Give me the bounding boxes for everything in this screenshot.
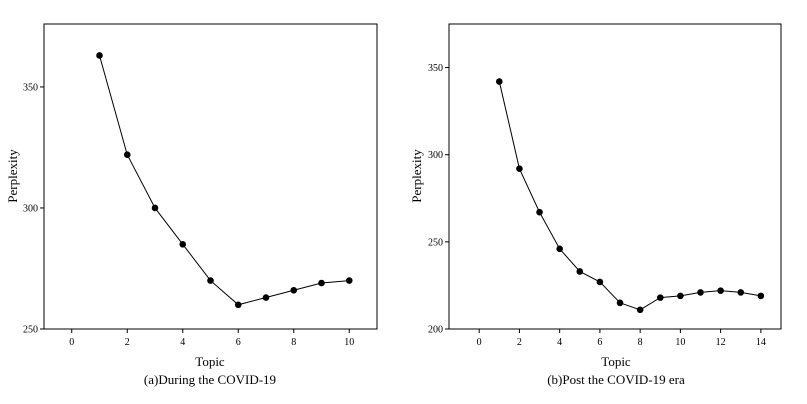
data-point-b (536, 208, 543, 216)
data-point-a (96, 52, 103, 59)
x-tick-label-a: 2 (125, 337, 130, 348)
data-point-b (556, 245, 563, 253)
data-point-b (677, 292, 684, 300)
x-tick-label-b: 12 (716, 337, 726, 348)
x-tick-label-b: 8 (638, 337, 643, 348)
series-line-b (498, 81, 761, 311)
y-tick-label-b: 350 (428, 63, 443, 74)
plot-frame-b (448, 23, 782, 330)
x-tick-label-a: 4 (180, 337, 185, 348)
x-axis-title-b: Topic (601, 354, 631, 369)
x-tick-label-b: 6 (597, 337, 602, 348)
data-point-b (656, 294, 664, 301)
data-point-a (262, 294, 270, 301)
y-tick-label-b: 200 (428, 325, 443, 336)
caption-b: (b)Post the COVID-19 era (547, 372, 685, 387)
y-tick-label-b: 300 (428, 150, 443, 161)
data-point-b (737, 289, 745, 296)
data-point-a (151, 204, 159, 212)
x-tick-label-b: 2 (517, 337, 522, 348)
y-axis-title-b: Perplexity (409, 149, 424, 203)
data-point-a (179, 240, 187, 248)
y-tick-label-a: 300 (23, 203, 38, 214)
plot-frame-a (43, 23, 378, 330)
data-point-a (207, 277, 214, 284)
series-line-a (99, 55, 350, 306)
x-tick-label-a: 10 (344, 337, 354, 348)
caption-a: (a)During the COVID-19 (144, 372, 276, 387)
y-tick-label-a: 250 (23, 325, 38, 336)
x-axis-title-a: Topic (195, 354, 225, 369)
data-point-a (290, 286, 298, 294)
x-tick-label-a: 8 (291, 337, 296, 348)
data-point-b (757, 292, 765, 300)
x-tick-label-b: 4 (557, 337, 562, 348)
chart-panel-b: 0 2 4 6 8 10 12 14 200 250 300 350 Topic Perplexity… (409, 23, 782, 387)
data-point-b (576, 268, 584, 275)
data-point-b (697, 289, 704, 296)
data-point-b (616, 299, 624, 307)
data-point-b (516, 165, 523, 172)
data-point-a (345, 277, 353, 284)
x-tick-label-b: 10 (675, 337, 685, 348)
data-point-a (318, 279, 325, 287)
x-tick-label-b: 14 (756, 337, 766, 348)
chart-panel-a: 0 2 4 6 8 10 250 300 350 Topic Perplexity (a)Dur… (5, 23, 378, 387)
data-point-b (496, 78, 503, 85)
data-point-a (234, 301, 242, 309)
data-point-a (123, 151, 131, 159)
data-point-b (717, 287, 724, 294)
x-tick-label-a: 0 (69, 337, 74, 348)
data-point-b (636, 306, 644, 314)
x-tick-label-b: 0 (477, 337, 482, 348)
y-tick-label-b: 250 (428, 237, 443, 248)
x-tick-label-a: 6 (236, 337, 241, 348)
y-axis-title-a: Perplexity (5, 149, 20, 203)
y-tick-label-a: 350 (23, 82, 38, 93)
data-point-b (596, 278, 604, 286)
